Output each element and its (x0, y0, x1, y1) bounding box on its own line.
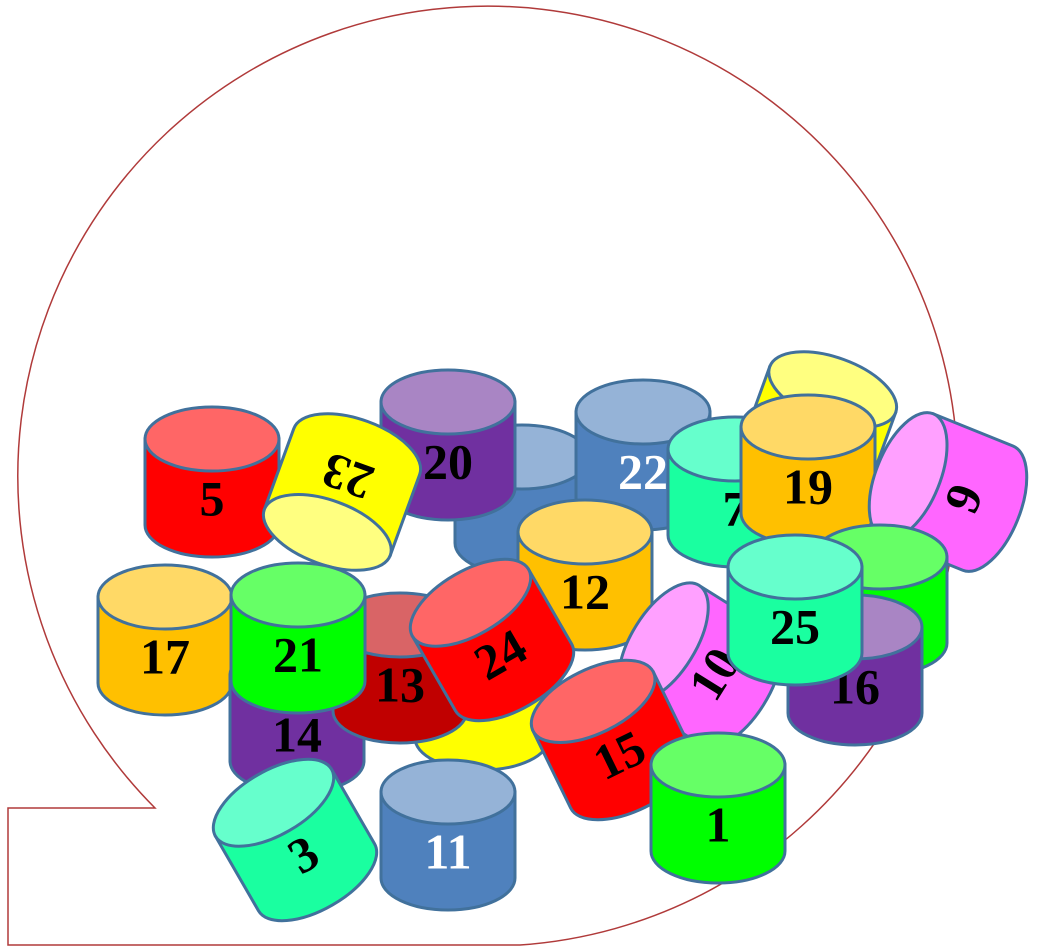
token: 1 (651, 733, 785, 883)
token-top (145, 407, 279, 471)
token-number: 12 (560, 563, 610, 619)
token-number: 19 (783, 458, 833, 514)
token-top (381, 760, 515, 824)
token-number: 25 (770, 598, 820, 654)
token-number: 1 (706, 796, 731, 852)
token: 21 (231, 563, 365, 713)
token-number: 17 (140, 628, 190, 684)
token-number: 22 (618, 443, 668, 499)
token-number: 5 (200, 470, 225, 526)
token-number: 20 (423, 433, 473, 489)
token-top (231, 563, 365, 627)
token: 17 (98, 565, 232, 715)
token-number: 11 (424, 823, 471, 879)
token-top (728, 535, 862, 599)
token-top (518, 500, 652, 564)
page: {"tokens": [ {"label": "20"}, {"label": … (0, 0, 1045, 952)
token-number: 14 (272, 706, 322, 762)
token: 19 (741, 395, 875, 545)
token-number: 13 (375, 656, 425, 712)
token-top (651, 733, 785, 797)
token-top (98, 565, 232, 629)
token: 5 (145, 407, 279, 557)
scene: 20227199523161217141321102425151113 (0, 0, 1045, 952)
token: 25 (728, 535, 862, 685)
token-number: 21 (273, 626, 323, 682)
token: 11 (381, 760, 515, 910)
token-top (381, 370, 515, 434)
token-top (741, 395, 875, 459)
